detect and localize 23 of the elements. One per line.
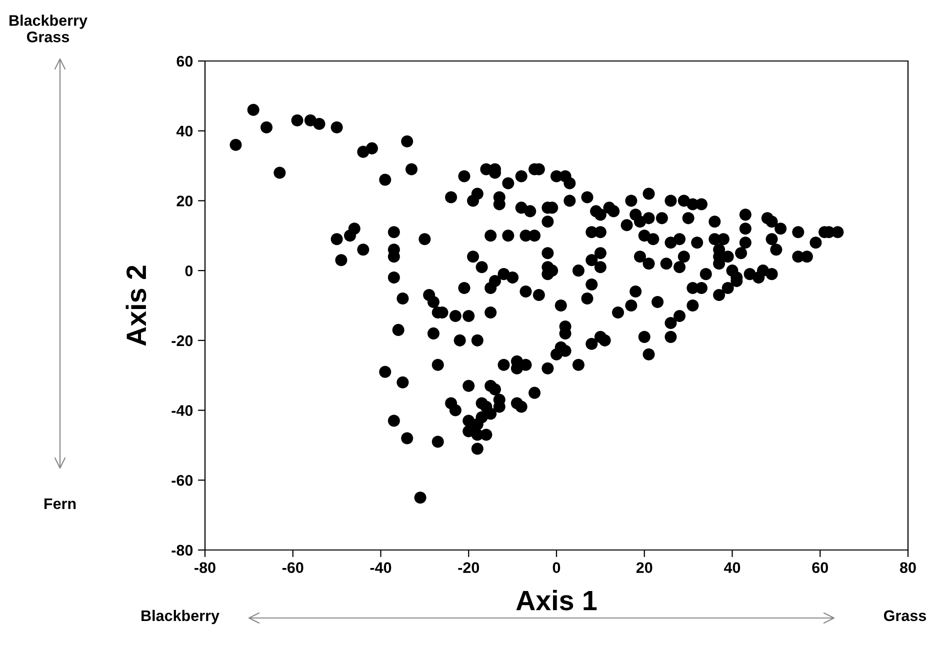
y-tick-label: -40: [172, 405, 193, 416]
y-axis-title: Axis 2: [126, 266, 146, 346]
text: Blackberry: [142, 610, 220, 624]
x-tick-label: -40: [370, 562, 392, 574]
x-tick-label: 40: [724, 562, 740, 574]
text: Grass: [884, 610, 926, 622]
x-tick-label: -80: [194, 562, 216, 574]
x-tick-label: 60: [812, 562, 828, 574]
x-axis-title: Axis 1: [516, 590, 597, 610]
y-tick-label: 40: [176, 126, 193, 137]
y-tick-label: 20: [176, 196, 193, 206]
text: Blackberry Grass: [10, 14, 88, 42]
y-tick-label: -20: [172, 335, 193, 346]
y-tick-label: -60: [172, 475, 193, 486]
y-tick-label: -80: [172, 544, 193, 556]
y-tick-label: 0: [185, 265, 193, 276]
x-tick-label: 0: [552, 562, 560, 574]
x-tick-label: 80: [900, 562, 916, 574]
x-tick-label: 20: [636, 562, 652, 574]
text: Fern: [44, 498, 76, 510]
x-tick-label: -60: [282, 562, 304, 574]
y-tick-label: 60: [176, 56, 193, 67]
x-tick-label: -20: [458, 562, 480, 574]
